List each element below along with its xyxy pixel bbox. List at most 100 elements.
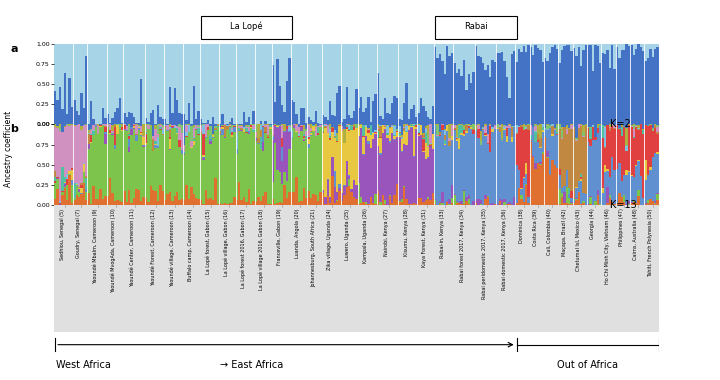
Bar <box>338 188 341 190</box>
Bar <box>71 180 73 185</box>
Bar <box>207 127 210 130</box>
Bar <box>585 194 587 204</box>
Bar <box>604 54 606 125</box>
Bar <box>61 167 63 191</box>
Bar <box>623 125 626 126</box>
Bar <box>389 141 391 142</box>
Bar <box>291 139 293 192</box>
Bar <box>112 125 114 131</box>
Bar <box>427 147 429 157</box>
Bar <box>501 125 503 138</box>
Bar <box>315 111 317 125</box>
Bar <box>415 127 418 130</box>
Bar <box>367 133 369 141</box>
Text: Luwero, Uganda (25): Luwero, Uganda (25) <box>346 209 351 260</box>
Bar <box>642 125 644 129</box>
Bar <box>66 174 68 179</box>
Text: Yaoundé village, Cameroon (13): Yaoundé village, Cameroon (13) <box>169 209 175 287</box>
Bar <box>379 153 382 155</box>
Bar <box>546 130 549 151</box>
Bar <box>487 125 489 134</box>
Bar <box>262 125 264 126</box>
Bar <box>577 128 580 181</box>
Bar <box>128 136 130 139</box>
Bar <box>81 193 83 194</box>
Bar <box>71 185 73 203</box>
Bar <box>264 192 266 205</box>
Bar <box>470 129 472 204</box>
Bar <box>410 128 413 204</box>
Bar <box>391 203 393 205</box>
Bar <box>54 199 56 205</box>
Bar <box>413 126 415 156</box>
Bar <box>307 137 310 139</box>
Bar <box>87 130 90 133</box>
Bar <box>639 47 642 125</box>
Bar <box>329 140 331 197</box>
Bar <box>649 200 652 205</box>
Bar <box>123 191 126 205</box>
Bar <box>305 136 307 139</box>
Bar <box>413 44 415 105</box>
Bar <box>451 136 453 141</box>
Bar <box>329 197 331 203</box>
Bar <box>582 193 585 201</box>
Bar <box>441 125 444 130</box>
Bar <box>485 199 487 205</box>
Bar <box>266 204 269 205</box>
Bar <box>635 44 637 49</box>
Bar <box>197 111 200 125</box>
Bar <box>107 127 109 196</box>
Bar <box>343 44 346 119</box>
Bar <box>623 175 626 195</box>
Bar <box>168 137 171 139</box>
Bar <box>92 119 94 125</box>
Bar <box>243 132 246 197</box>
Bar <box>563 192 566 203</box>
Bar <box>441 203 444 205</box>
Bar <box>403 187 405 205</box>
Bar <box>305 139 307 198</box>
Bar <box>243 112 246 125</box>
Bar <box>582 136 585 138</box>
Bar <box>432 149 434 193</box>
Bar <box>266 44 269 125</box>
Bar <box>575 187 577 188</box>
Bar <box>238 125 240 126</box>
Bar <box>463 44 465 60</box>
Bar <box>516 134 518 165</box>
Bar <box>353 44 355 111</box>
Bar <box>212 138 214 200</box>
Bar <box>572 44 575 48</box>
Bar <box>271 137 274 140</box>
Bar <box>527 44 530 45</box>
Bar <box>398 136 400 137</box>
Bar <box>594 125 597 136</box>
Bar <box>623 44 626 50</box>
Bar <box>231 203 233 205</box>
Bar <box>362 136 365 137</box>
Bar <box>248 127 250 131</box>
Bar <box>176 133 179 134</box>
Bar <box>474 130 477 131</box>
Bar <box>150 44 152 112</box>
Bar <box>248 131 250 133</box>
Bar <box>362 137 365 154</box>
Text: Ho Chi Minh City, Vietnam (46): Ho Chi Minh City, Vietnam (46) <box>605 209 610 284</box>
Bar <box>518 127 520 170</box>
Bar <box>262 150 264 196</box>
Bar <box>76 44 78 111</box>
Bar <box>637 160 639 161</box>
Bar <box>384 44 387 98</box>
Bar <box>463 191 465 204</box>
Bar <box>429 200 432 205</box>
Bar <box>460 125 463 133</box>
Bar <box>221 125 224 126</box>
Bar <box>523 46 525 125</box>
Bar <box>310 125 312 128</box>
Text: Yaoundé Center, Cameroon (11): Yaoundé Center, Cameroon (11) <box>130 209 135 287</box>
Bar <box>508 125 510 128</box>
Bar <box>116 134 119 201</box>
Bar <box>300 125 302 126</box>
Bar <box>516 165 518 203</box>
